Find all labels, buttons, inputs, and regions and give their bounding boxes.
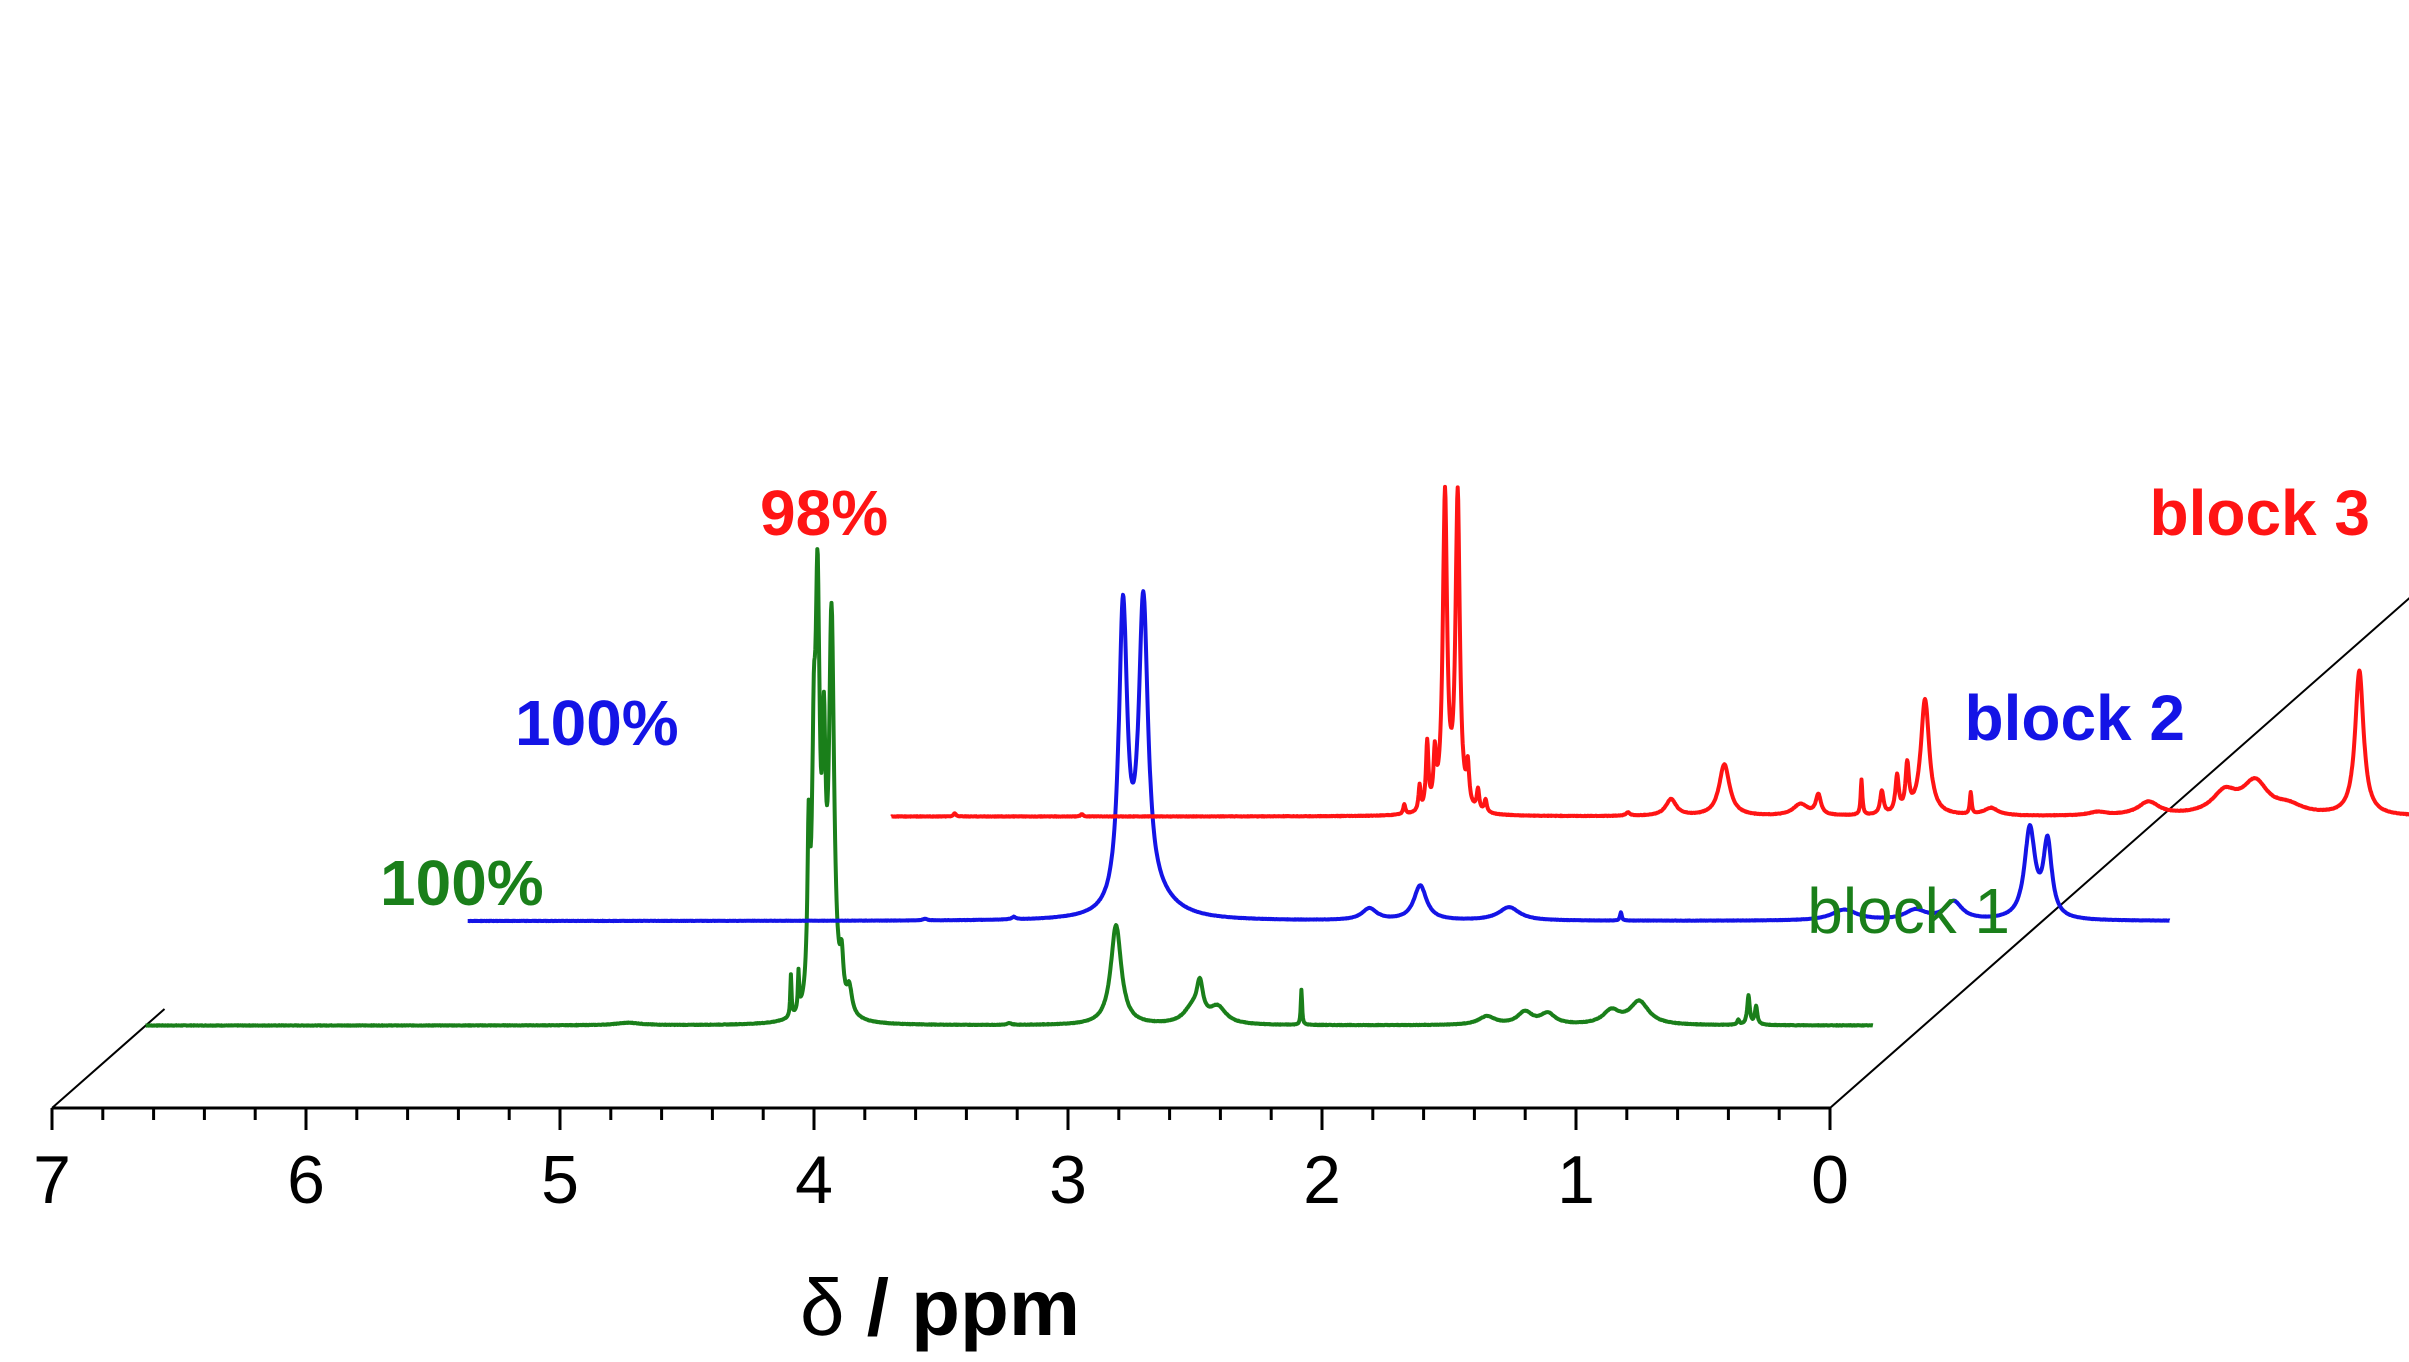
x-tick-label: 2: [1303, 1142, 1341, 1218]
series-percent-label-1: 100%: [380, 847, 544, 919]
spectra-traces: [144, 484, 2409, 1028]
x-tick-label: 1: [1557, 1142, 1595, 1218]
series-percent-label-3: 98%: [760, 477, 888, 549]
perspective-floor: [51, 597, 2409, 1109]
x-axis: 7 6 5 4 3 2 1 0: [33, 1106, 1849, 1218]
x-tick-label: 0: [1811, 1142, 1849, 1218]
x-axis-title-symbol: δ: [800, 1263, 845, 1352]
spectrum-trace-2: [466, 589, 2171, 924]
spectrum-trace-3: [889, 484, 2409, 819]
x-axis-title: δ / ppm: [800, 1263, 1080, 1352]
floor-edge-right: [1829, 597, 2409, 1109]
x-tick-label: 4: [795, 1142, 833, 1218]
x-tick-label: 7: [33, 1142, 71, 1218]
spectrum-trace-1: [144, 547, 1875, 1028]
x-axis-title-unit: / ppm: [844, 1263, 1080, 1352]
series-name-label-3: block 3: [2149, 477, 2370, 549]
series-percent-label-2: 100%: [515, 687, 679, 759]
x-tick-label: 3: [1049, 1142, 1087, 1218]
x-tick-label: 6: [287, 1142, 325, 1218]
floor-edge-left: [51, 1008, 166, 1109]
x-tick-label: 5: [541, 1142, 579, 1218]
series-labels: block 1 100% block 2 100% block 3 98%: [380, 477, 2370, 947]
series-name-label-1: block 1: [1807, 875, 2010, 947]
series-name-label-2: block 2: [1964, 682, 2185, 754]
